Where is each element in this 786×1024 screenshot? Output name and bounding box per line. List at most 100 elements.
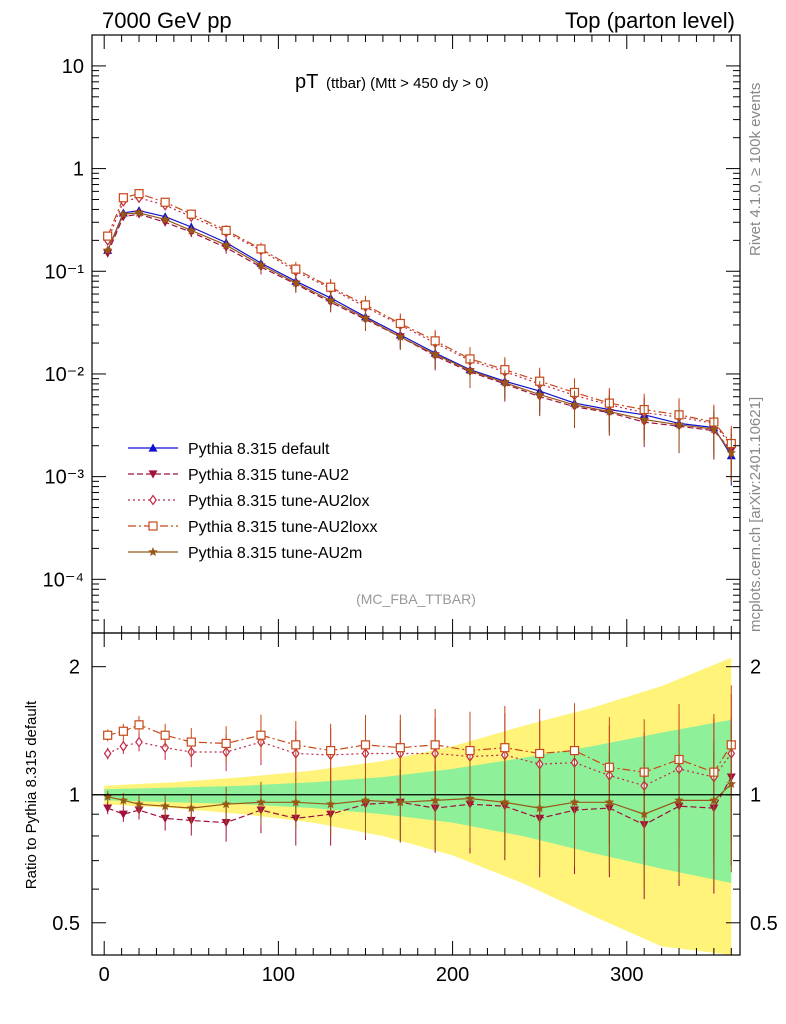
data-point [534,389,545,399]
data-point [326,282,336,292]
ratio-ytick-label-right: 1 [750,785,761,807]
header-right: Top (parton level) [565,8,735,33]
xtick-label: 200 [436,964,469,986]
data-point [726,448,736,457]
data-point [360,313,371,323]
ratio-point [569,745,580,756]
legend-marker [148,443,158,452]
ratio-ytick-label-right: 0.5 [750,913,778,935]
data-point [360,300,371,310]
ratio-point [709,795,719,805]
data-point [160,197,170,207]
ratio-point [430,740,440,750]
ratio-point [256,797,266,807]
xtick-label: 300 [610,964,643,986]
data-point [639,414,649,424]
ratio-panel-frame [91,632,741,956]
ratio-point [160,801,170,811]
ratio-point [102,791,113,801]
data-point [291,277,301,287]
ratio-point [103,747,112,760]
series-line-au2 [107,213,732,451]
ratio-point [118,810,128,819]
legend-marker [148,470,158,479]
rivet-version-label: Rivet 4.1.0, ≥ 100k events [747,83,764,256]
analysis-label: (MC_FBA_TTBAR) [356,591,476,607]
data-point [395,318,405,329]
ratio-point [325,799,336,809]
legend: Pythia 8.315 default Pythia 8.315 tune-AU… [128,441,377,562]
ratio-point [326,745,336,756]
ratio-point [465,745,475,756]
legend-entry-au2loxx: Pythia 8.315 tune-AU2loxx [128,519,377,536]
main-ytick-label: 10 [62,56,84,78]
ratio-point [118,726,128,736]
legend-entry-au2lox: Pythia 8.315 tune-AU2lox [128,493,369,510]
ratio-ytick-label-right: 2 [750,657,761,679]
ratio-point [604,797,615,807]
ratio-point [186,737,196,747]
main-ytick-label: 10⁻⁴ [43,569,84,591]
ratio-point [291,740,301,750]
data-point [709,424,719,434]
xtick-label: 0 [99,964,110,986]
data-point [221,225,231,236]
ratio-series-group [102,685,736,900]
ratio-ytick-label-left: 0.5 [52,913,80,935]
ratio-point [639,809,649,819]
ratio-point [535,748,545,759]
ratio-point [118,795,129,805]
data-point [256,244,266,254]
data-point [395,331,406,341]
ratio-point [160,814,170,823]
legend-marker [149,494,157,506]
chart-title: pT [295,71,318,93]
ratio-line-au2lox [107,741,732,787]
legend-label: Pythia 8.315 tune-AU2 [188,467,349,484]
ratio-series-au2m [102,724,736,889]
data-point [674,419,684,429]
data-point [186,225,196,235]
data-point [134,207,144,217]
data-point [160,214,170,224]
data-point [465,365,475,375]
ratio-point [161,742,170,754]
data-point [256,260,266,270]
data-point [221,240,231,250]
ratio-ytick-label-left: 1 [69,785,80,807]
legend-entry-au2: Pythia 8.315 tune-AU2 [128,467,349,484]
chart-title-sub: (ttbar) (Mtt > 450 dy > 0) [326,75,489,92]
ratio-point [500,743,510,753]
legend-label: Pythia 8.315 tune-AU2loxx [188,519,377,536]
ratio-point [134,720,144,730]
ratio-point [395,797,406,807]
ratio-point [569,797,580,807]
data-point [500,377,510,387]
xtick-label: 100 [262,964,295,986]
legend-label: Pythia 8.315 tune-AU2m [188,545,362,562]
ratio-point [186,803,196,813]
data-point [103,231,113,241]
series-line-au2loxx [107,193,732,444]
data-point [604,406,615,416]
ratio-point [103,730,113,740]
legend-marker [148,521,158,531]
data-point [102,245,113,255]
ratio-point [465,793,475,803]
ratio-point [726,779,736,788]
ratio-uncertainty-bands [104,657,732,955]
ratio-ylabel: Ratio to Pythia 8.315 default [23,700,40,889]
ratio-point [500,797,510,807]
main-series-au2m [102,207,736,483]
main-ytick-label: 10⁻³ [45,467,85,489]
data-point [118,209,129,219]
main-series-au2loxx [103,189,736,474]
mcplots-url-label: mcplots.cern.ch [arXiv:2401.10621] [747,397,764,632]
ratio-point [430,795,440,805]
data-point [134,189,144,199]
legend-entry-au2m: Pythia 8.315 tune-AU2m [128,545,362,562]
data-point [325,295,336,305]
main-ytick-label: 10⁻¹ [45,261,85,283]
main-panel-frame [91,34,741,634]
